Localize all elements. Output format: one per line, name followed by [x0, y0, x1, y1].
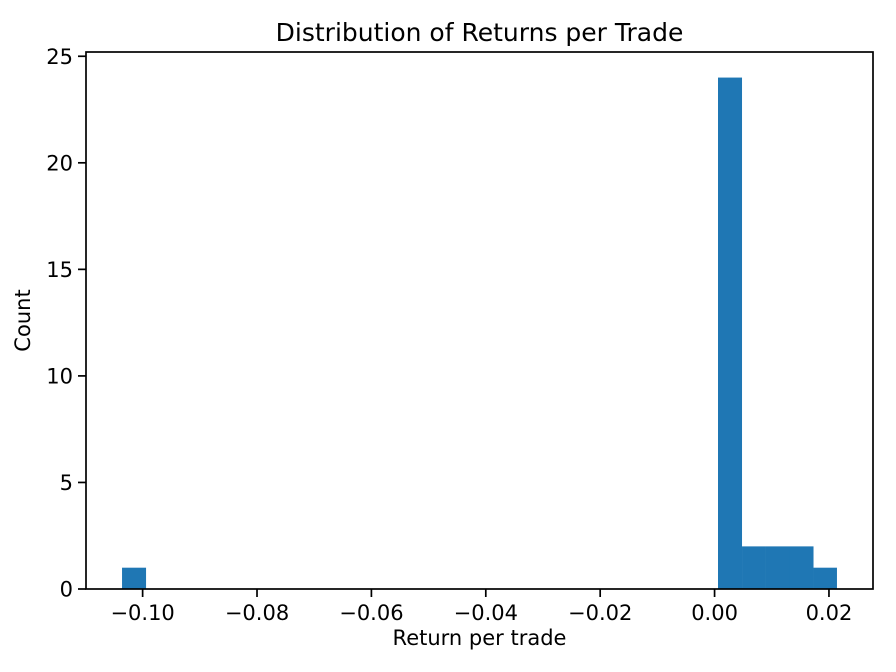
y-axis-label: Count — [11, 289, 35, 351]
histogram-bar — [718, 77, 743, 590]
x-tick-label: 0.02 — [806, 601, 853, 625]
chart-title: Distribution of Returns per Trade — [276, 18, 684, 47]
x-tick-label: 0.00 — [691, 601, 738, 625]
histogram-bar — [765, 546, 790, 589]
histogram-bar — [813, 567, 837, 589]
y-tick-label: 20 — [46, 151, 73, 175]
x-tick-label: −0.10 — [110, 601, 174, 625]
histogram-bar — [122, 567, 147, 589]
y-tick-label: 0 — [60, 578, 73, 602]
y-tick-label: 5 — [60, 471, 73, 495]
histogram-bar — [742, 546, 766, 589]
x-tick-label: −0.06 — [339, 601, 403, 625]
y-tick-label: 10 — [46, 364, 73, 388]
y-tick-label: 15 — [46, 258, 73, 282]
y-tick-label: 25 — [46, 45, 73, 69]
x-tick-label: −0.04 — [454, 601, 518, 625]
plot-frame — [85, 51, 874, 590]
histogram-bars — [122, 77, 837, 590]
x-tick-label: −0.08 — [225, 601, 289, 625]
histogram-bar — [789, 546, 814, 589]
x-axis-label: Return per trade — [393, 626, 567, 650]
x-tick-label: −0.02 — [568, 601, 632, 625]
axes: −0.10 −0.08 −0.06 −0.04 −0.02 0.00 0.02 0 5 10 15 2… — [46, 45, 874, 625]
